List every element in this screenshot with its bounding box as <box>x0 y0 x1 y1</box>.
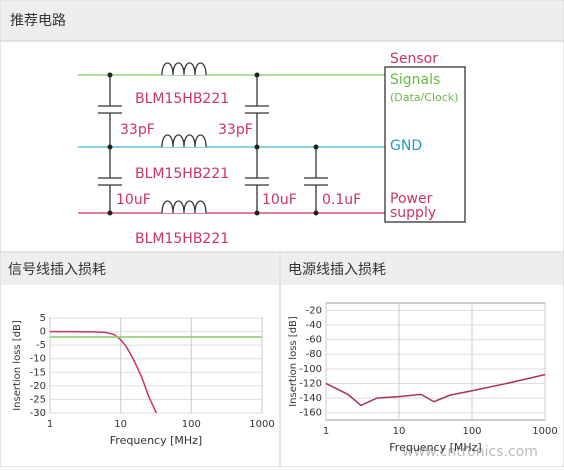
x-tick-label: 100 <box>182 419 201 430</box>
cap-label: 10uF <box>262 192 297 208</box>
y-tick-label: -60 <box>306 335 322 346</box>
capacitors <box>98 75 328 213</box>
panel-title: 电源线插入损耗 <box>288 262 386 278</box>
watermark: www.cntronics.com <box>402 444 538 460</box>
header-title: 推荐电路 <box>10 13 66 29</box>
y-tick-label: 5 <box>40 313 46 324</box>
inductor-label: BLM15HB221 <box>135 231 229 247</box>
plot-area <box>325 302 546 421</box>
x-tick-label: 1000 <box>532 426 557 437</box>
power-label: Power <box>390 191 433 207</box>
header-bar <box>1 1 563 41</box>
cap-label: 33pF <box>218 122 253 138</box>
x-tick-label: 1 <box>323 426 329 437</box>
panel-title: 信号线插入损耗 <box>8 262 106 278</box>
x-tick-label: 1 <box>47 419 53 430</box>
y-tick-label: -100 <box>299 364 322 375</box>
panel-header <box>281 253 563 285</box>
y-tick-label: -5 <box>36 340 46 351</box>
y-tick-label: -10 <box>30 354 46 365</box>
series-line <box>325 373 546 407</box>
y-tick-label: -25 <box>30 394 46 405</box>
junctions <box>107 72 319 216</box>
y-tick-label: -15 <box>30 367 46 378</box>
cap-label: 33pF <box>120 122 155 138</box>
x-tick-label: 10 <box>114 419 127 430</box>
y-tick-label: -40 <box>306 320 322 331</box>
inductors <box>161 62 207 214</box>
sensor-block <box>384 66 466 223</box>
x-tick-label: 100 <box>462 426 481 437</box>
cap-label: 0.1uF <box>322 192 361 208</box>
panel-header <box>1 253 279 285</box>
y-tick-label: -80 <box>306 349 322 360</box>
inductor-label: BLM15HB221 <box>135 166 229 182</box>
x-axis-label: Frequency [MHz] <box>110 434 202 447</box>
circuit <box>78 62 466 223</box>
signals-note: (Data/Clock) <box>390 91 458 104</box>
block-title: Sensor <box>390 51 438 67</box>
y-axis-label: Insertion loss [dB] <box>12 320 23 411</box>
cap-label: 10uF <box>116 192 151 208</box>
x-tick-label: 1000 <box>249 419 274 430</box>
supply-label: supply <box>390 205 436 221</box>
signals-label: Signals <box>390 72 440 88</box>
gnd-label: GND <box>390 138 422 154</box>
y-tick-label: -30 <box>30 408 46 419</box>
y-tick-label: -20 <box>306 305 322 316</box>
inductor-label: BLM15HB221 <box>135 91 229 107</box>
x-tick-label: 10 <box>393 426 406 437</box>
y-tick-label: -140 <box>299 393 322 404</box>
y-tick-label: -20 <box>30 381 46 392</box>
x-axis-label: Frequency [MHz] <box>389 441 481 454</box>
y-tick-label: -120 <box>299 378 322 389</box>
y-tick-label: -160 <box>299 408 322 419</box>
series-line <box>50 330 158 414</box>
plot-area <box>49 317 263 414</box>
y-tick-label: 0 <box>40 327 46 338</box>
y-axis-label: Insertion loss [dB] <box>288 316 299 407</box>
